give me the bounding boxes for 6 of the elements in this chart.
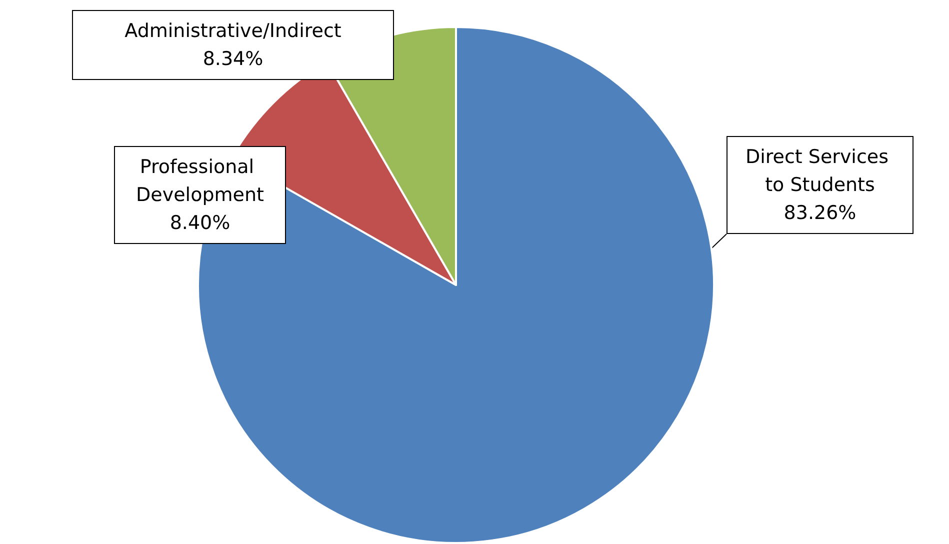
slice-label: Administrative/Indirect (124, 20, 342, 42)
data-label: 8.40% (170, 212, 230, 234)
slice-label: Professional Development (136, 156, 264, 206)
slice-label: Direct Services to Students (745, 146, 895, 196)
data-label: 83.26% (784, 202, 856, 224)
data-label: 8.34% (202, 48, 264, 70)
